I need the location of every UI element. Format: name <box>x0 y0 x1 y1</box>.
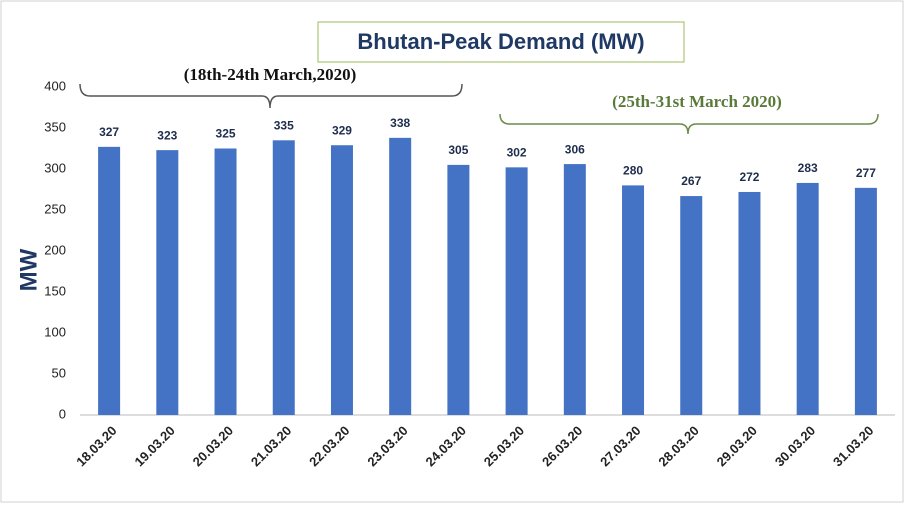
value-label: 335 <box>274 118 294 132</box>
value-label: 338 <box>390 116 410 130</box>
value-label: 277 <box>856 166 876 180</box>
title-box <box>317 21 685 63</box>
bar <box>389 137 412 415</box>
bar <box>854 187 877 415</box>
bar <box>156 150 179 415</box>
y-tick-label: 150 <box>44 283 66 298</box>
value-label: 280 <box>623 164 643 178</box>
y-tick-label: 350 <box>44 119 66 134</box>
y-tick-label: 0 <box>59 406 66 421</box>
value-label: 306 <box>565 142 585 156</box>
value-label: 327 <box>99 125 119 139</box>
bracket <box>79 83 463 109</box>
y-axis-label: MW <box>15 248 42 291</box>
annotation: (18th-24th March,2020) <box>184 65 357 84</box>
value-label: 329 <box>332 123 352 137</box>
value-label: 305 <box>448 143 468 157</box>
y-tick-label: 100 <box>44 324 66 339</box>
y-tick-label: 50 <box>52 365 66 380</box>
bracket <box>499 113 879 135</box>
value-label: 325 <box>216 127 236 141</box>
bar <box>680 196 703 415</box>
value-label: 302 <box>507 146 527 160</box>
y-tick-label: 250 <box>44 201 66 216</box>
bar <box>98 146 121 416</box>
bar <box>214 148 237 415</box>
y-tick-label: 200 <box>44 242 66 257</box>
bar <box>505 167 528 415</box>
bar <box>563 164 586 415</box>
bar <box>622 185 645 415</box>
value-label: 267 <box>681 174 701 188</box>
value-label: 323 <box>157 128 177 142</box>
y-tick-label: 400 <box>44 78 66 93</box>
annotation: (25th-31st March 2020) <box>612 92 782 111</box>
bar <box>447 164 470 415</box>
bar <box>738 191 761 415</box>
value-label: 283 <box>798 161 818 175</box>
bar <box>796 182 819 415</box>
bar <box>330 145 353 415</box>
value-label: 272 <box>739 170 759 184</box>
y-tick-label: 300 <box>44 160 66 175</box>
bar <box>272 140 295 416</box>
chart-title: Bhutan-Peak Demand (MW) <box>357 29 644 54</box>
